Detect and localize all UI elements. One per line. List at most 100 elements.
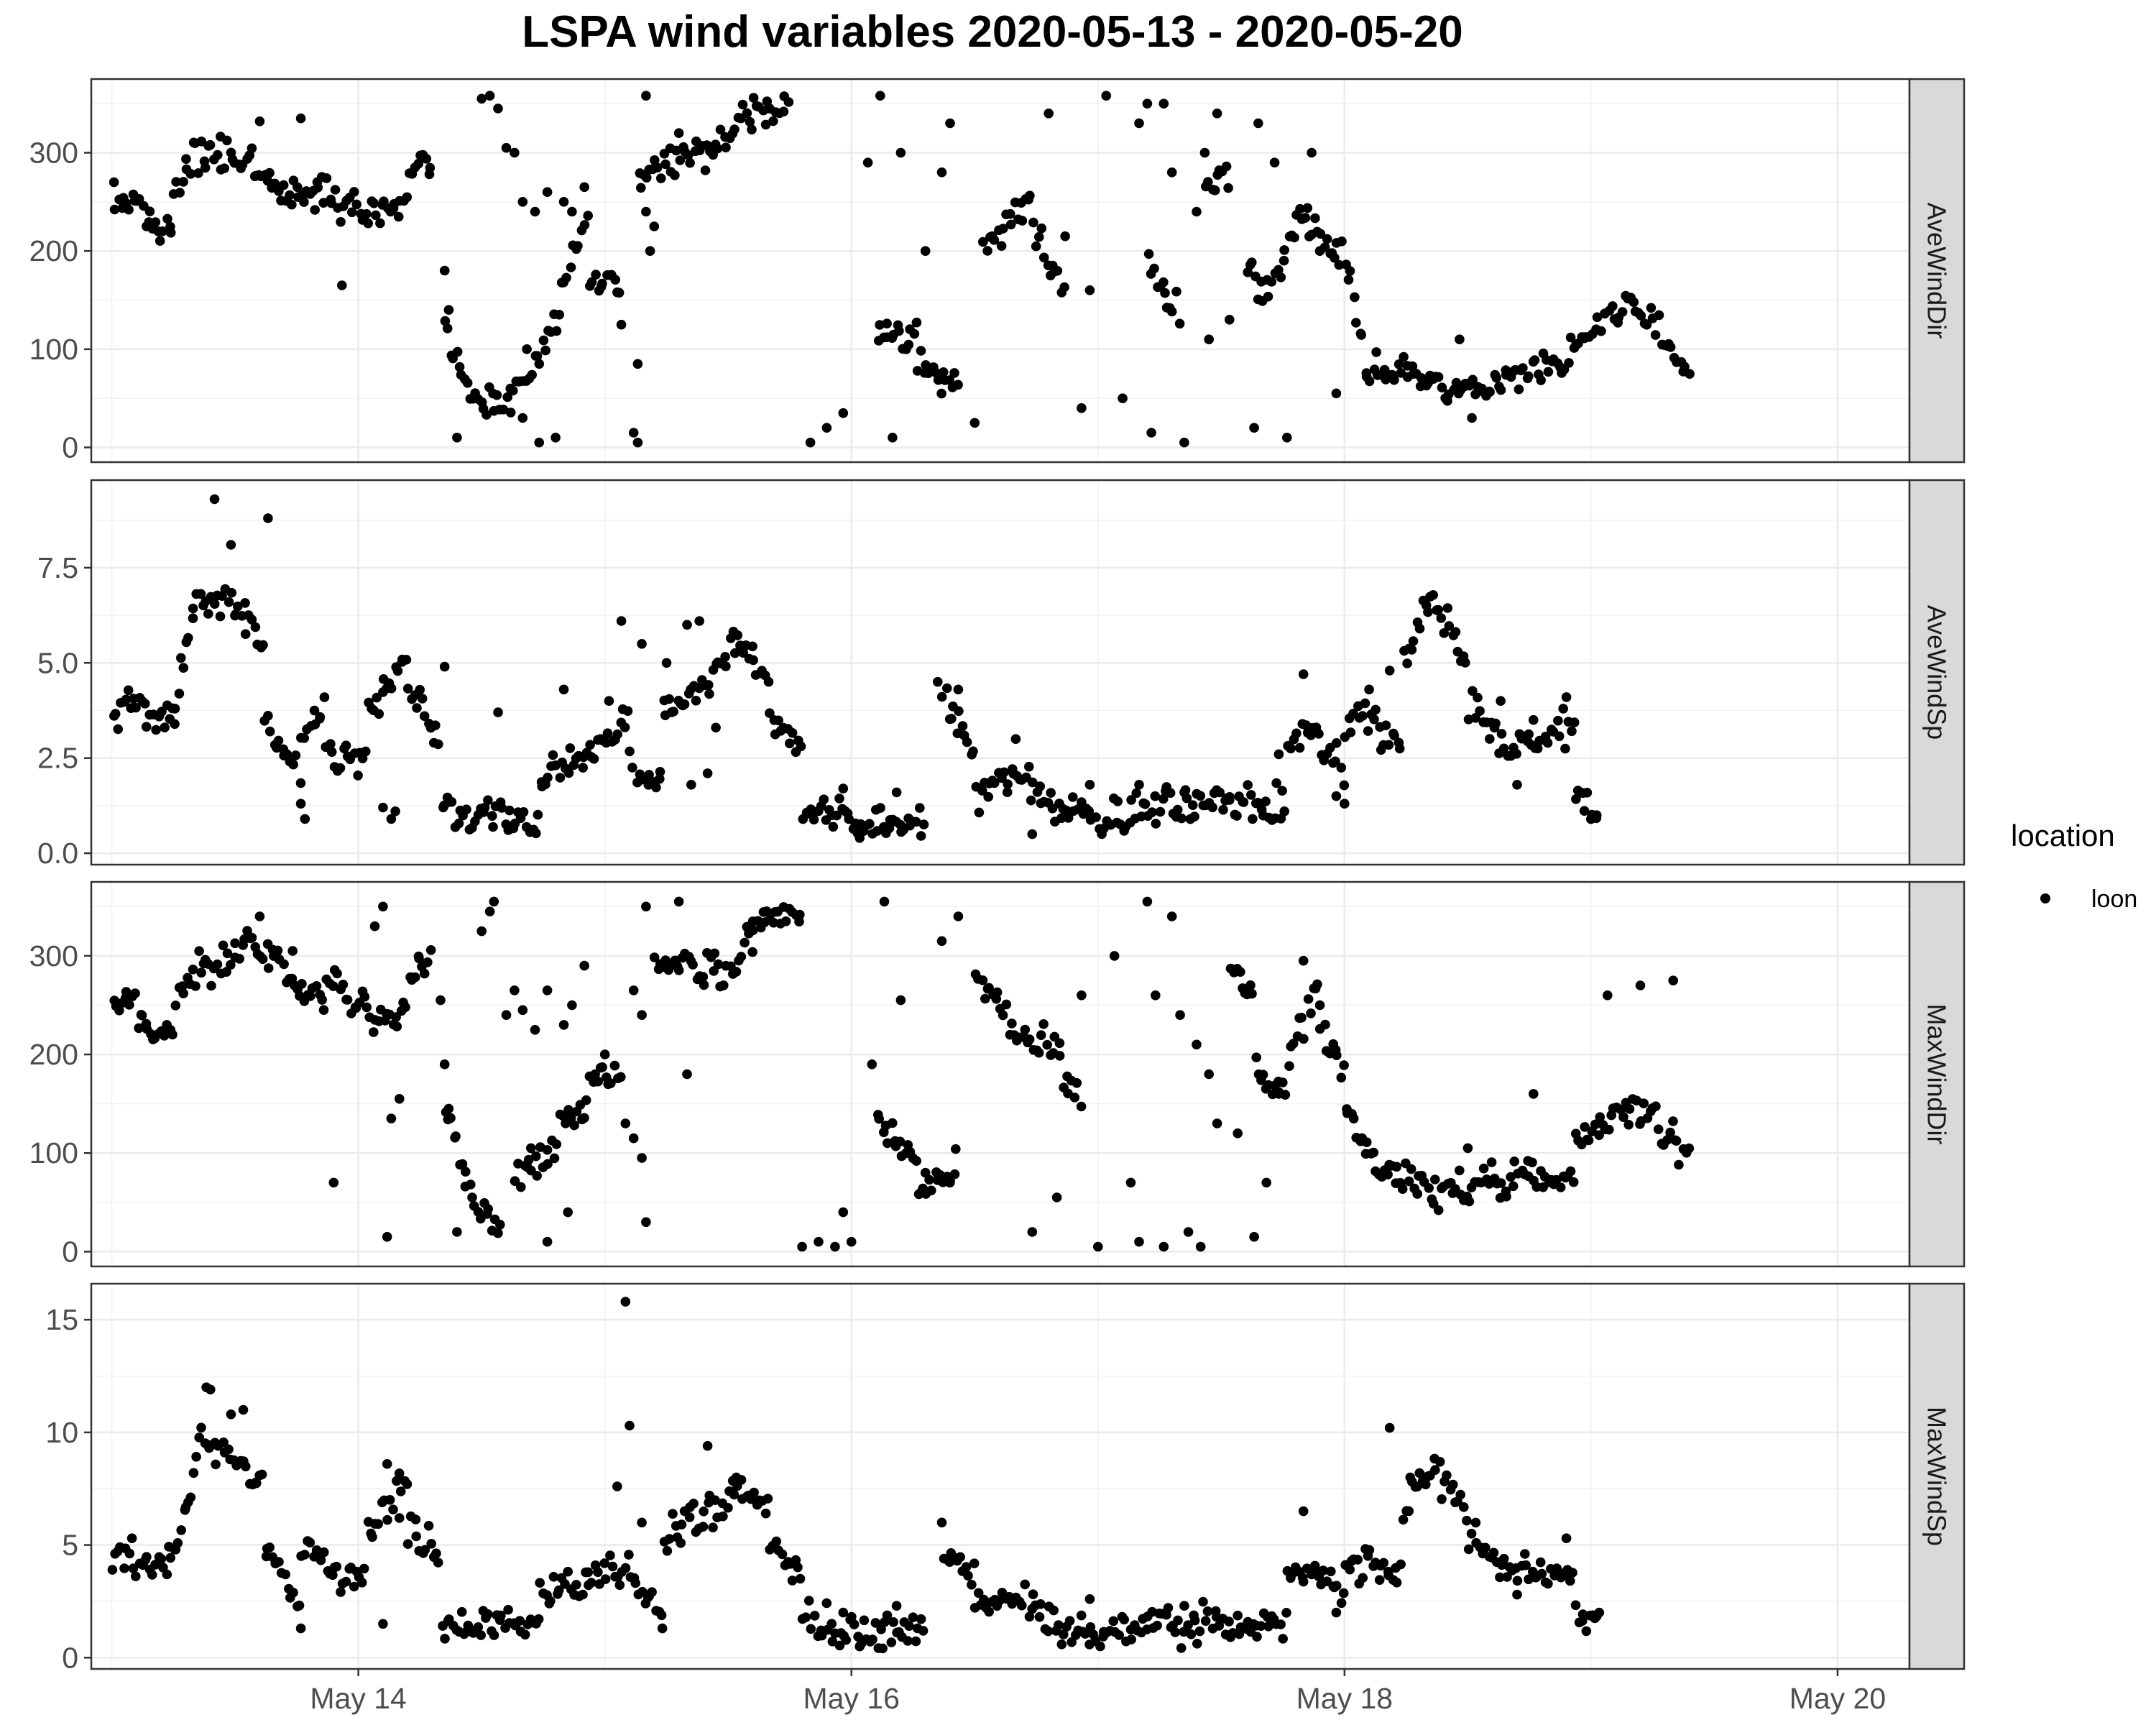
data-point xyxy=(440,316,451,326)
data-point xyxy=(1343,275,1354,285)
data-point xyxy=(1298,1576,1309,1587)
data-point xyxy=(1520,1549,1530,1559)
data-point xyxy=(328,981,338,991)
data-point xyxy=(870,1618,881,1628)
data-point xyxy=(1126,795,1136,805)
data-point xyxy=(614,1580,625,1591)
data-point xyxy=(745,116,755,127)
x-tick-label: May 18 xyxy=(1296,1682,1393,1715)
data-point xyxy=(1175,1010,1185,1020)
data-point xyxy=(688,1499,699,1509)
data-point xyxy=(1248,814,1258,824)
data-point xyxy=(1142,98,1153,109)
data-point xyxy=(1295,203,1305,214)
data-point xyxy=(808,814,819,825)
data-point xyxy=(1158,277,1169,288)
data-point xyxy=(290,750,301,760)
data-point xyxy=(203,609,213,619)
data-point xyxy=(1348,1113,1359,1124)
data-point xyxy=(908,1612,918,1622)
data-point xyxy=(609,1060,620,1071)
data-point xyxy=(1364,684,1374,695)
data-point xyxy=(834,1640,845,1651)
data-point xyxy=(1249,1232,1259,1242)
data-point xyxy=(1063,813,1074,823)
data-point xyxy=(174,689,185,699)
data-point xyxy=(1338,1588,1349,1598)
data-point xyxy=(369,198,379,208)
data-point xyxy=(742,108,752,119)
data-point xyxy=(401,655,412,665)
data-point xyxy=(338,980,349,990)
data-point xyxy=(1345,266,1355,276)
data-point xyxy=(533,1614,544,1624)
data-point xyxy=(604,696,614,706)
data-point xyxy=(1273,264,1284,275)
data-point xyxy=(110,709,121,719)
data-point xyxy=(1235,967,1245,977)
data-point xyxy=(1430,1465,1440,1475)
data-point xyxy=(662,1546,673,1556)
data-point xyxy=(637,639,647,649)
data-point xyxy=(548,750,558,760)
data-point xyxy=(849,1619,860,1629)
data-point xyxy=(1383,740,1394,750)
data-point xyxy=(501,1010,512,1020)
data-point xyxy=(157,226,167,236)
data-point xyxy=(297,979,307,989)
data-point xyxy=(911,816,921,827)
data-point xyxy=(170,719,180,730)
data-point xyxy=(673,896,684,907)
data-point xyxy=(1288,1039,1299,1049)
data-point xyxy=(1470,1517,1481,1528)
data-point xyxy=(1310,213,1320,224)
data-point xyxy=(600,1574,611,1584)
data-point xyxy=(1569,717,1580,727)
data-point xyxy=(1364,376,1375,387)
data-point xyxy=(605,1550,615,1560)
data-point xyxy=(372,692,382,703)
data-point xyxy=(318,198,328,208)
data-point xyxy=(806,804,816,814)
data-point xyxy=(304,990,314,1000)
data-point xyxy=(1060,231,1070,242)
data-point xyxy=(1286,743,1296,754)
data-point xyxy=(711,722,721,733)
data-point xyxy=(558,684,569,695)
facet-strip xyxy=(1908,78,1966,464)
panel-background xyxy=(91,79,1909,462)
data-point xyxy=(936,1517,947,1528)
data-point xyxy=(838,783,849,794)
data-point xyxy=(1565,1576,1575,1586)
data-point xyxy=(1028,777,1038,788)
panel-AveWindSp: 0.0 2.5 5.0 7.5 AveWindSp xyxy=(37,479,1966,870)
data-point xyxy=(386,1113,397,1123)
data-point xyxy=(502,392,512,402)
data-point xyxy=(920,1167,931,1178)
data-point xyxy=(1119,1614,1129,1625)
data-point xyxy=(732,630,743,640)
data-point xyxy=(342,995,353,1005)
data-point xyxy=(715,124,726,135)
data-point xyxy=(497,803,507,813)
data-point xyxy=(247,615,257,625)
data-point xyxy=(783,97,794,107)
data-point xyxy=(668,707,678,717)
chart-title: LSPA wind variables 2020-05-13 - 2020-05… xyxy=(522,7,1463,57)
data-point xyxy=(1173,1615,1183,1626)
data-point xyxy=(488,822,498,832)
data-point xyxy=(288,759,298,770)
data-point xyxy=(1353,1555,1363,1565)
data-point xyxy=(140,699,150,709)
data-point xyxy=(1358,711,1368,721)
data-point xyxy=(593,1076,603,1087)
legend-key-loon-point xyxy=(2040,893,2050,903)
data-point xyxy=(1389,374,1399,385)
data-point xyxy=(955,1552,965,1563)
data-point xyxy=(939,367,949,377)
data-point xyxy=(1674,1159,1684,1170)
data-point xyxy=(1414,1468,1424,1478)
data-point xyxy=(123,685,134,696)
data-point xyxy=(867,1059,877,1070)
data-point xyxy=(984,1606,994,1617)
